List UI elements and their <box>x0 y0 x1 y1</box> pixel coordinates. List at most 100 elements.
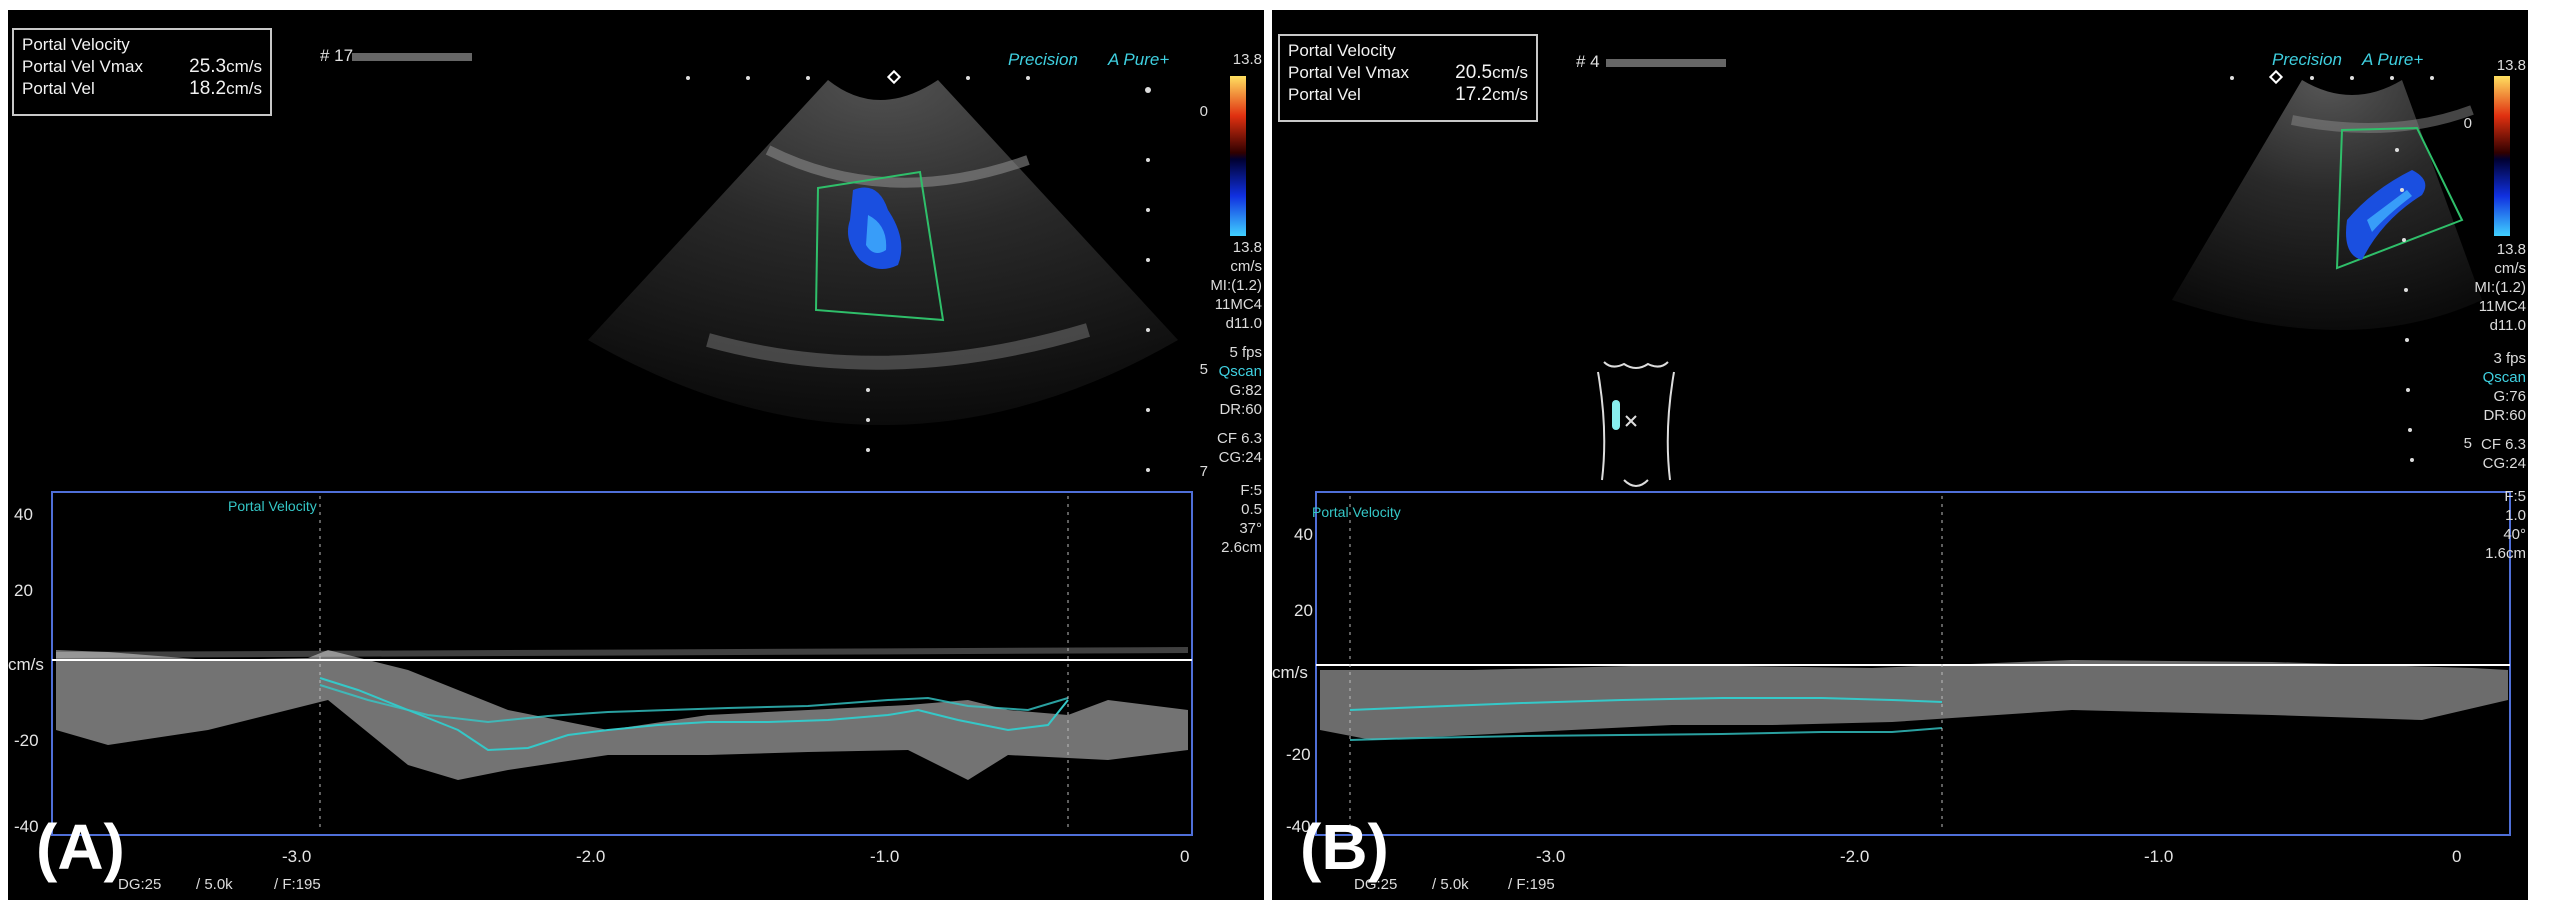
cine-bar <box>1606 59 1726 67</box>
color-frequency: CF 6.3 <box>1216 430 1262 447</box>
panel-letter: (A) <box>36 811 125 883</box>
y-tick: cm/s <box>8 655 44 674</box>
vmax-value: 25.3 <box>189 56 227 77</box>
brand-pure: A Pure+ <box>2362 50 2424 69</box>
depth-mark: 0 <box>1199 103 1208 120</box>
probe-name: 11MC4 <box>2478 298 2526 315</box>
y-tick: -40 <box>1286 817 1311 836</box>
color-roi-box <box>2335 126 2464 270</box>
ultrasound-panel-a: 40 20 cm/s -20 -40 -3.0 -2.0 -1.0 0 Port… <box>8 10 1264 900</box>
dynamic-range: DR:60 <box>2483 407 2526 424</box>
vel-value: 18.2 <box>189 78 227 99</box>
measurement-box: Portal Velocity Portal Vel Vmax 20.5cm/s… <box>1278 34 1538 122</box>
depth-scale-dots <box>686 76 1151 472</box>
y-tick: 20 <box>1294 601 1313 620</box>
focus-marker <box>2268 69 2284 85</box>
depth-setting: d11.0 <box>1225 315 1262 332</box>
depth-mark: 7 <box>1199 463 1208 480</box>
color-gain: CG:24 <box>1218 449 1262 466</box>
tissue-band <box>765 145 1030 188</box>
spectral-waveform <box>56 650 1188 780</box>
x-tick: -1.0 <box>2144 847 2173 866</box>
x-tick: -1.0 <box>870 847 899 866</box>
y-tick: 40 <box>14 505 33 524</box>
depth-mark: 5 <box>1199 361 1208 378</box>
gate-depth: 2.6cm <box>1221 539 1262 556</box>
x-tick: -2.0 <box>1840 847 1869 866</box>
panel-b-graphics: 40 20 cm/s -20 -40 -3.0 -2.0 -1.0 0 <box>1272 69 2511 866</box>
vel-unit: cm/s <box>226 79 262 98</box>
tissue-band <box>2291 105 2474 133</box>
frame-number: # 4 <box>1576 52 1600 71</box>
color-gain: CG:24 <box>2482 455 2526 472</box>
color-scale-bar <box>2494 76 2510 236</box>
frame-number: # 17 <box>320 46 354 65</box>
spectral-label: Portal Velocity <box>1312 504 1401 520</box>
sample-volume: 1.0 <box>2505 507 2526 524</box>
doppler-angle: 37° <box>1239 520 1262 537</box>
x-tick: -3.0 <box>282 847 311 866</box>
gain: G:76 <box>2493 388 2526 405</box>
doppler-gain: DG:25 <box>118 876 162 893</box>
depth-setting: d11.0 <box>2489 317 2526 334</box>
depth-scale-dots <box>2230 76 2434 462</box>
y-tick: -20 <box>14 731 39 750</box>
vel-label: Portal Vel <box>1288 85 1361 104</box>
color-scale-top: 13.8 <box>2496 57 2526 74</box>
color-frequency: CF 6.3 <box>2480 436 2526 453</box>
color-scale-top: 13.8 <box>1232 51 1262 68</box>
vel-label: Portal Vel <box>22 79 95 98</box>
sample-volume: 0.5 <box>1241 501 1262 518</box>
y-tick: 20 <box>14 581 33 600</box>
scanner-params: 13.8 cm/s MI:(1.2) 11MC4 d11.0 3 fps Qsc… <box>2452 240 2526 563</box>
x-tick: -3.0 <box>1536 847 1565 866</box>
wall-filter: F:5 <box>1240 482 1262 499</box>
probe-name: 11MC4 <box>1214 296 1262 313</box>
qscan-label: Qscan <box>2482 369 2526 386</box>
dynamic-range: DR:60 <box>1219 401 1262 418</box>
doppler-angle: 40° <box>2503 526 2526 543</box>
frame-rate: 5 fps <box>1229 344 1262 361</box>
tissue-band <box>706 323 1091 370</box>
ultrasound-panel-b: 40 20 cm/s -20 -40 -3.0 -2.0 -1.0 0 Port… <box>1272 10 2528 900</box>
measurement-box: Portal Velocity Portal Vel Vmax 25.3cm/s… <box>12 28 272 116</box>
prf: / 5.0k <box>196 876 233 893</box>
gain: G:82 <box>1229 382 1262 399</box>
mechanical-index: MI:(1.2) <box>1210 277 1262 294</box>
mechanical-index: MI:(1.2) <box>2474 279 2526 296</box>
max-velocity-trace <box>1349 697 1943 711</box>
focus-marker <box>886 69 902 85</box>
x-tick: 0 <box>1180 847 1189 866</box>
spectral-frame <box>51 491 1193 836</box>
color-scale-unit: cm/s <box>1230 258 1262 275</box>
measurement-title: Portal Velocity <box>22 35 130 54</box>
sweep-rate: / F:195 <box>274 876 321 893</box>
gate-depth: 1.6cm <box>2485 545 2526 562</box>
scanner-params: 13.8 cm/s MI:(1.2) 11MC4 d11.0 5 fps Qsc… <box>1188 238 1262 557</box>
mean-velocity-trace <box>319 684 1069 724</box>
brand-precision: Precision <box>1008 50 1078 69</box>
frame-rate: 3 fps <box>2493 350 2526 367</box>
color-scale-bottom: 13.8 <box>2496 241 2526 258</box>
sweep-rate: / F:195 <box>1508 876 1555 893</box>
panel-a-graphics: 40 20 cm/s -20 -40 -3.0 -2.0 -1.0 0 <box>8 69 1246 866</box>
x-tick: -2.0 <box>576 847 605 866</box>
prf: / 5.0k <box>1432 876 1469 893</box>
color-scale-bar <box>1230 76 1246 236</box>
x-tick: 0 <box>2452 847 2461 866</box>
vmax-label: Portal Vel Vmax <box>22 57 143 76</box>
vmax-label: Portal Vel Vmax <box>1288 63 1409 82</box>
color-roi-box <box>814 170 945 322</box>
y-tick: 40 <box>1294 525 1313 544</box>
vmax-unit: cm/s <box>226 57 262 76</box>
measurement-title: Portal Velocity <box>1288 41 1396 60</box>
vmax-value: 20.5 <box>1455 62 1493 83</box>
portal-vein-color-flow-core <box>866 215 887 254</box>
spectral-frame <box>1315 491 2511 836</box>
spectral-label: Portal Velocity <box>228 498 317 514</box>
wall-filter: F:5 <box>2504 488 2526 505</box>
qscan-label: Qscan <box>1218 363 1262 380</box>
body-mark-icon <box>1597 361 1675 487</box>
max-velocity-trace <box>319 677 1069 752</box>
y-tick: cm/s <box>1272 663 1308 682</box>
